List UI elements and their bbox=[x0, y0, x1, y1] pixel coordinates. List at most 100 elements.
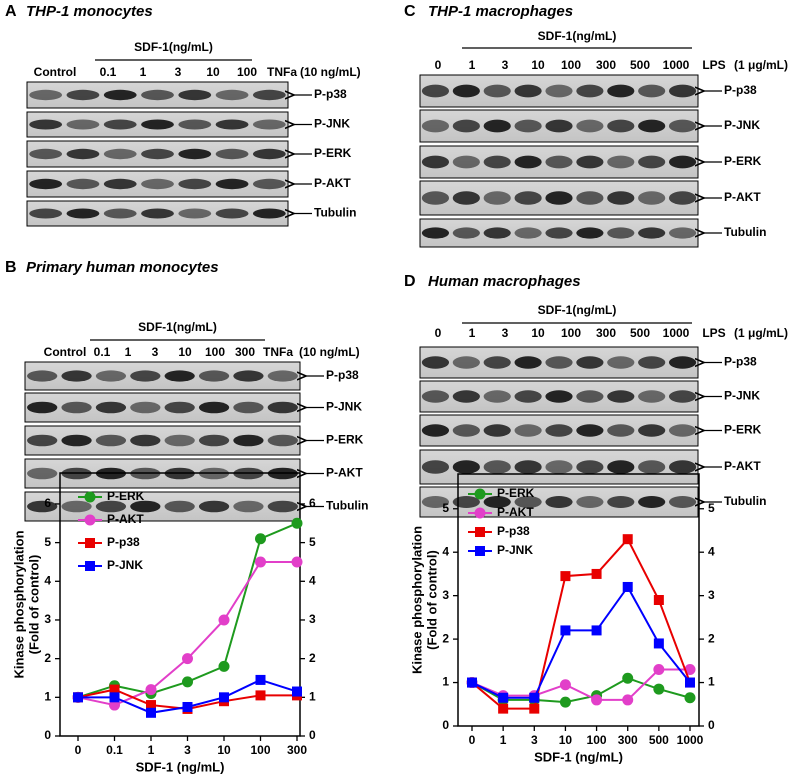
blot-band bbox=[638, 460, 666, 474]
blot-band bbox=[198, 401, 230, 414]
blot-band bbox=[61, 434, 92, 447]
blot-band bbox=[27, 467, 58, 480]
blot-band bbox=[452, 460, 480, 474]
blot-band bbox=[164, 401, 195, 414]
blot-label: P-ERK bbox=[326, 433, 364, 447]
data-point bbox=[622, 672, 634, 684]
legend-marker bbox=[85, 538, 95, 548]
data-point bbox=[560, 625, 571, 636]
blot-band bbox=[483, 496, 511, 508]
blot-band bbox=[638, 191, 666, 205]
lane-label: 300 bbox=[596, 58, 616, 72]
blot-band bbox=[103, 119, 137, 130]
plot-frame bbox=[59, 472, 301, 737]
blot-band bbox=[607, 155, 635, 169]
y2-tick-label: 2 bbox=[708, 631, 715, 645]
lane-label: 0 bbox=[435, 58, 442, 72]
data-point bbox=[653, 664, 665, 676]
blot-band bbox=[198, 434, 230, 447]
blot-band bbox=[576, 496, 604, 508]
series-line bbox=[471, 585, 691, 699]
blot-band bbox=[483, 84, 511, 98]
blot-band bbox=[215, 178, 249, 190]
y2-tick-label: 0 bbox=[708, 718, 715, 732]
blot-label: Tubulin bbox=[314, 206, 356, 220]
data-point bbox=[653, 638, 664, 649]
blot-band bbox=[576, 119, 604, 133]
blot-label: P-AKT bbox=[724, 459, 761, 473]
blot-band bbox=[29, 89, 63, 101]
lane-label: 3 bbox=[502, 58, 509, 72]
blot-band bbox=[178, 148, 212, 160]
blot-band bbox=[545, 390, 573, 403]
legend-label: P-p38 bbox=[497, 524, 530, 538]
legend-label: P-JNK bbox=[107, 558, 143, 572]
y-tick-label: 2 bbox=[44, 651, 51, 665]
lane-label: 500 bbox=[630, 326, 650, 340]
legend-marker bbox=[84, 514, 96, 526]
blot-band bbox=[483, 155, 511, 169]
data-point bbox=[653, 595, 664, 605]
x-tick-label: 0 bbox=[469, 733, 476, 747]
lane-label: 1 bbox=[469, 326, 476, 340]
blot-band bbox=[233, 370, 264, 382]
blot-band bbox=[514, 356, 542, 369]
blot-band bbox=[421, 496, 450, 508]
blot-band bbox=[198, 370, 230, 382]
blot-band bbox=[215, 89, 249, 101]
lane-label: 10 bbox=[206, 65, 220, 79]
y-axis-label: (Fold of control) bbox=[424, 550, 439, 650]
legend-label: P-p38 bbox=[107, 535, 140, 549]
data-point bbox=[467, 677, 477, 688]
blot-band bbox=[668, 227, 697, 239]
blot-band bbox=[61, 500, 92, 513]
blot-band bbox=[483, 390, 511, 403]
blot-band bbox=[483, 356, 511, 369]
legend-marker bbox=[85, 561, 95, 571]
legend-marker bbox=[475, 527, 485, 537]
data-point bbox=[255, 674, 266, 685]
y2-tick-label: 4 bbox=[708, 544, 715, 558]
data-point bbox=[219, 692, 229, 703]
blot-band bbox=[66, 178, 100, 190]
blot-label: Tubulin bbox=[326, 499, 368, 513]
blot-band bbox=[198, 500, 230, 513]
blot-band bbox=[29, 208, 63, 219]
blot-band bbox=[164, 500, 195, 513]
lane-label: 300 bbox=[235, 345, 255, 359]
data-point bbox=[146, 707, 156, 718]
data-point bbox=[255, 556, 266, 568]
blot-band bbox=[27, 401, 58, 414]
blot-band bbox=[514, 227, 542, 239]
blot-band bbox=[421, 424, 450, 437]
blot-band bbox=[233, 434, 264, 447]
x-tick-label: 3 bbox=[531, 733, 538, 747]
legend-marker bbox=[474, 488, 486, 500]
panel-title: Primary human monocytes bbox=[26, 259, 219, 276]
blot-band bbox=[638, 356, 666, 369]
lane-note: (10 ng/mL) bbox=[300, 65, 361, 79]
blot-label: P-AKT bbox=[326, 466, 363, 480]
data-point bbox=[255, 533, 266, 545]
data-point bbox=[591, 625, 602, 636]
blot-label: P-p38 bbox=[724, 83, 757, 97]
panel-title: Human macrophages bbox=[428, 273, 581, 290]
blot-band bbox=[576, 424, 604, 437]
blot-label: P-JNK bbox=[314, 117, 350, 131]
blot-band bbox=[178, 119, 212, 130]
blot-band bbox=[483, 460, 511, 474]
blot-band bbox=[29, 148, 63, 160]
x-tick-label: 10 bbox=[217, 743, 231, 757]
blot-band bbox=[27, 434, 58, 447]
panel-letter: C bbox=[404, 3, 416, 20]
x-tick-label: 10 bbox=[559, 733, 573, 747]
blot-band bbox=[95, 401, 127, 414]
blot-band bbox=[267, 500, 298, 513]
lane-label: 1000 bbox=[663, 326, 690, 340]
blot-band bbox=[252, 178, 286, 190]
legend-label: P-ERK bbox=[107, 489, 145, 503]
blot-label: P-AKT bbox=[314, 176, 351, 190]
blot-band bbox=[514, 496, 542, 508]
blot-band bbox=[576, 155, 604, 169]
blot-band bbox=[514, 155, 542, 169]
